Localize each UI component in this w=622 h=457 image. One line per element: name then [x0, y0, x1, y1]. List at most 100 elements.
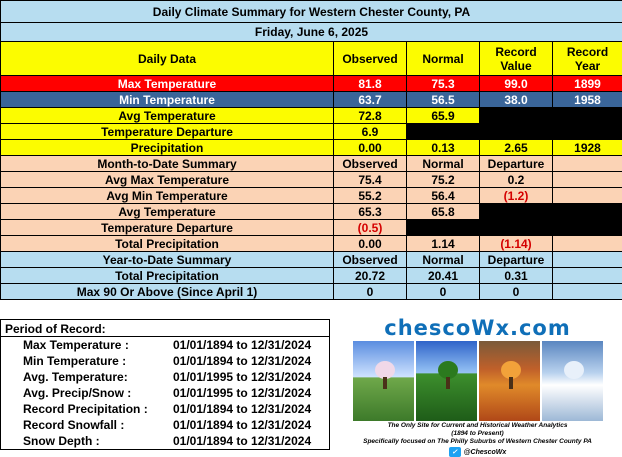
precip-year: 1928 [553, 140, 622, 156]
month-avg-max-normal: 75.2 [407, 172, 480, 188]
blank-cell [553, 284, 622, 300]
max-temp-normal: 75.3 [407, 76, 480, 92]
por-row: Record Snowfall : 01/01/1894 to 12/31/20… [1, 417, 329, 433]
temp-departure-label: Temperature Departure [1, 124, 334, 140]
row-temp-departure: Temperature Departure 6.9 [1, 124, 622, 140]
month-header-label: Month-to-Date Summary [1, 156, 334, 172]
por-label: Max Temperature : [1, 338, 169, 352]
temp-departure-observed: 6.9 [334, 124, 407, 140]
por-value: 01/01/1995 to 12/31/2024 [169, 386, 329, 400]
por-label: Avg. Precip/Snow : [1, 386, 169, 400]
por-row: Record Precipitation : 01/01/1894 to 12/… [1, 401, 329, 417]
blank-cell [553, 124, 622, 140]
trunk-shape [446, 377, 450, 389]
autumn-image [479, 341, 540, 421]
summer-image [416, 341, 477, 421]
period-of-record-box: Period of Record: Max Temperature : 01/0… [0, 319, 330, 450]
blank-cell [553, 220, 622, 236]
avg-temp-observed: 72.8 [334, 108, 407, 124]
blank-cell [553, 204, 622, 220]
year-header-normal: Normal [407, 252, 480, 268]
col-record-year: Record Year [553, 42, 622, 76]
twitter-icon: ✓ [449, 447, 461, 457]
month-avg-temp-observed: 65.3 [334, 204, 407, 220]
row-year-max90: Max 90 Or Above (Since April 1) 0 0 0 [1, 284, 622, 300]
por-label: Record Snowfall : [1, 418, 169, 432]
row-month-avg-min: Avg Min Temperature 55.2 56.4 (1.2) [1, 188, 622, 204]
month-avg-temp-label: Avg Temperature [1, 204, 334, 220]
blank-cell [480, 220, 553, 236]
spring-image [353, 341, 414, 421]
por-value: 01/01/1995 to 12/31/2024 [169, 370, 329, 384]
blank-cell [480, 124, 553, 140]
month-header-row: Month-to-Date Summary Observed Normal De… [1, 156, 622, 172]
blank-cell [407, 220, 480, 236]
month-avg-temp-normal: 65.8 [407, 204, 480, 220]
min-temp-normal: 56.5 [407, 92, 480, 108]
year-precip-label: Total Precipitation [1, 268, 334, 284]
report-date: Friday, June 6, 2025 [1, 23, 622, 42]
por-value: 01/01/1894 to 12/31/2024 [169, 434, 329, 448]
blank-cell [553, 108, 622, 124]
blank-cell [553, 268, 622, 284]
seasons-image-strip [333, 341, 622, 421]
twitter-handle-row[interactable]: ✓ @ChescoWx [333, 447, 622, 457]
winter-image [542, 341, 603, 421]
blank-cell [553, 172, 622, 188]
month-header-observed: Observed [334, 156, 407, 172]
row-max-temp: Max Temperature 81.8 75.3 99.0 1899 [1, 76, 622, 92]
precip-observed: 0.00 [334, 140, 407, 156]
chescowx-logo: chescoWx.com The Only Site for Current a… [333, 316, 622, 450]
month-precip-normal: 1.14 [407, 236, 480, 252]
month-avg-max-observed: 75.4 [334, 172, 407, 188]
year-header-label: Year-to-Date Summary [1, 252, 334, 268]
year-header-row: Year-to-Date Summary Observed Normal Dep… [1, 252, 622, 268]
month-temp-departure-label: Temperature Departure [1, 220, 334, 236]
tagline-line-2: (1894 to Present) [333, 430, 622, 438]
tagline-line-1: The Only Site for Current and Historical… [333, 422, 622, 430]
min-temp-label: Min Temperature [1, 92, 334, 108]
month-avg-min-label: Avg Min Temperature [1, 188, 334, 204]
month-header-normal: Normal [407, 156, 480, 172]
precip-label: Precipitation [1, 140, 334, 156]
year-max90-label: Max 90 Or Above (Since April 1) [1, 284, 334, 300]
por-row: Min Temperature : 01/01/1894 to 12/31/20… [1, 353, 329, 369]
row-month-precip: Total Precipitation 0.00 1.14 (1.14) [1, 236, 622, 252]
month-precip-departure: (1.14) [480, 236, 553, 252]
col-observed: Observed [334, 42, 407, 76]
precip-normal: 0.13 [407, 140, 480, 156]
month-precip-observed: 0.00 [334, 236, 407, 252]
col-record-value: Record Value [480, 42, 553, 76]
por-row: Snow Depth : 01/01/1894 to 12/31/2024 [1, 433, 329, 449]
row-precipitation: Precipitation 0.00 0.13 2.65 1928 [1, 140, 622, 156]
por-row: Avg. Precip/Snow : 01/01/1995 to 12/31/2… [1, 385, 329, 401]
max-temp-record: 99.0 [480, 76, 553, 92]
avg-temp-normal: 65.9 [407, 108, 480, 124]
logo-wordmark: chescoWx.com [333, 316, 622, 340]
min-temp-observed: 63.7 [334, 92, 407, 108]
row-month-avg-temp: Avg Temperature 65.3 65.8 [1, 204, 622, 220]
month-avg-min-normal: 56.4 [407, 188, 480, 204]
col-daily-data: Daily Data [1, 42, 334, 76]
blank-cell [480, 204, 553, 220]
avg-temp-label: Avg Temperature [1, 108, 334, 124]
row-min-temp: Min Temperature 63.7 56.5 38.0 1958 [1, 92, 622, 108]
por-value: 01/01/1894 to 12/31/2024 [169, 354, 329, 368]
por-row: Avg. Temperature: 01/01/1995 to 12/31/20… [1, 369, 329, 385]
year-header-departure: Departure [480, 252, 553, 268]
logo-tagline: The Only Site for Current and Historical… [333, 422, 622, 446]
min-temp-record: 38.0 [480, 92, 553, 108]
max-temp-observed: 81.8 [334, 76, 407, 92]
year-max90-normal: 0 [407, 284, 480, 300]
por-value: 01/01/1894 to 12/31/2024 [169, 338, 329, 352]
por-label: Snow Depth : [1, 434, 169, 448]
max-temp-year: 1899 [553, 76, 622, 92]
trunk-shape [383, 377, 387, 389]
year-precip-normal: 20.41 [407, 268, 480, 284]
por-label: Avg. Temperature: [1, 370, 169, 384]
blank-cell [553, 252, 622, 268]
por-label: Min Temperature : [1, 354, 169, 368]
climate-summary-table: Daily Climate Summary for Western Cheste… [0, 0, 622, 300]
month-avg-min-departure: (1.2) [480, 188, 553, 204]
por-row: Max Temperature : 01/01/1894 to 12/31/20… [1, 337, 329, 353]
